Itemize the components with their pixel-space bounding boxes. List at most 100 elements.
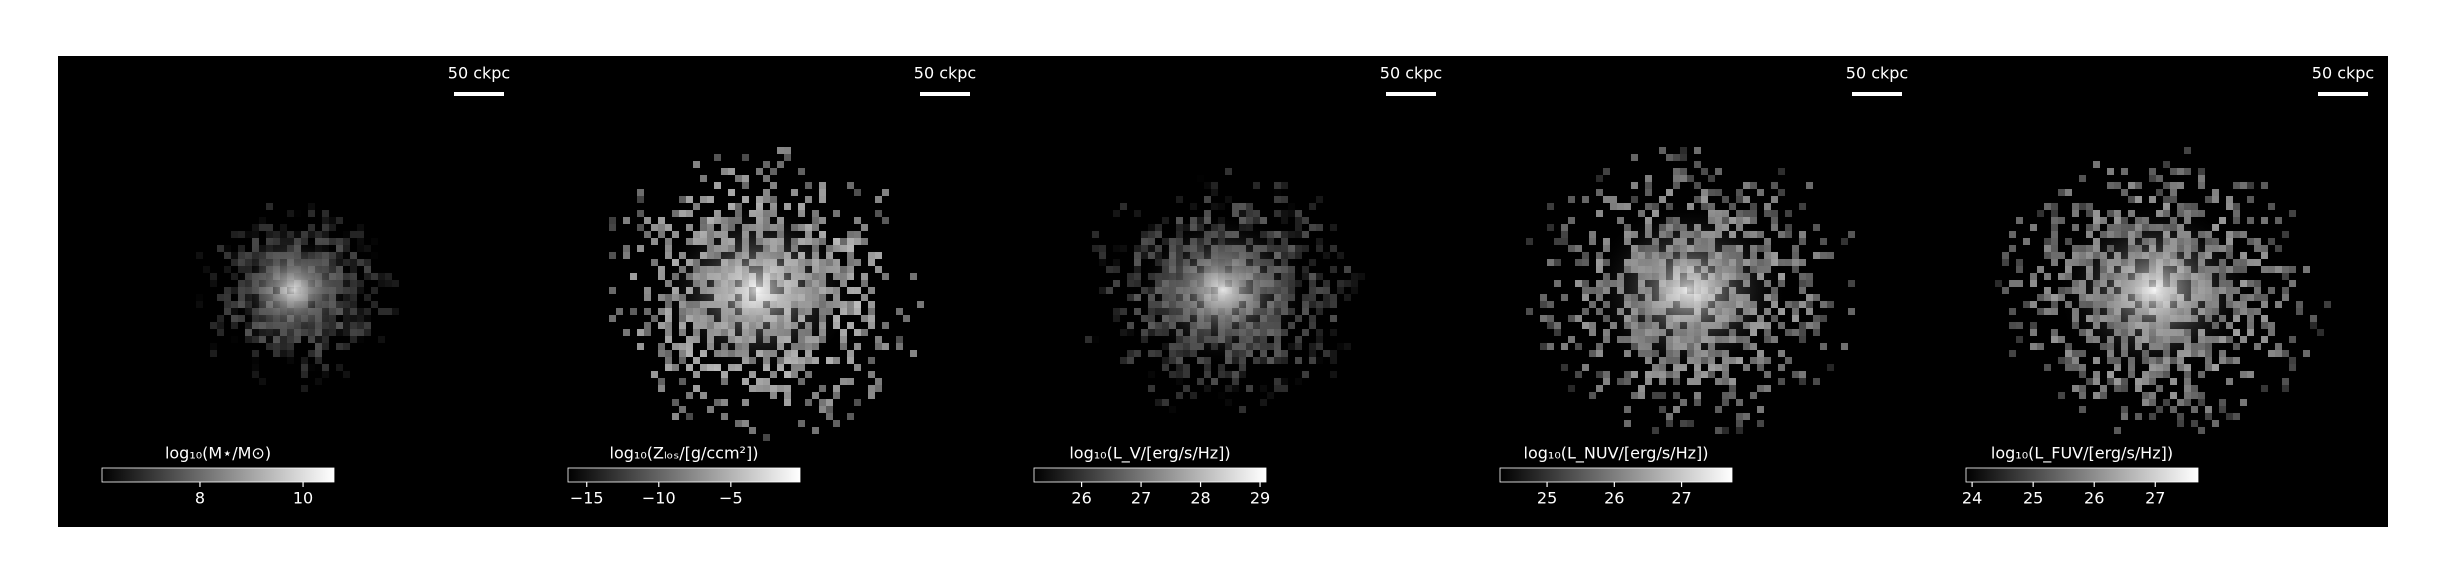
pixel bbox=[392, 266, 399, 273]
pixel bbox=[2149, 399, 2156, 406]
pixel bbox=[343, 217, 350, 224]
pixel bbox=[847, 238, 854, 245]
pixel bbox=[1113, 266, 1120, 273]
pixel bbox=[1162, 217, 1169, 224]
pixel bbox=[2240, 231, 2247, 238]
core-glow bbox=[2056, 202, 2254, 378]
pixel bbox=[1764, 371, 1771, 378]
pixel bbox=[1239, 210, 1246, 217]
pixel bbox=[1680, 399, 1687, 406]
pixel bbox=[1309, 203, 1316, 210]
pixel bbox=[1127, 322, 1134, 329]
pixel bbox=[1785, 329, 1792, 336]
panel: 50 ckpc log₁₀(Zₗₒₛ/[g/ccm²]) −15 −10 −5 bbox=[524, 56, 990, 527]
pixel bbox=[679, 406, 686, 413]
pixel bbox=[651, 224, 658, 231]
pixel bbox=[2184, 168, 2191, 175]
pixel bbox=[868, 287, 875, 294]
pixel bbox=[385, 266, 392, 273]
pixel bbox=[1568, 315, 1575, 322]
pixel bbox=[1526, 308, 1533, 315]
pixel bbox=[1120, 350, 1127, 357]
pixel bbox=[203, 301, 210, 308]
pixel bbox=[1764, 203, 1771, 210]
pixel bbox=[196, 252, 203, 259]
pixel bbox=[707, 406, 714, 413]
pixel bbox=[1316, 336, 1323, 343]
pixel bbox=[1694, 196, 1701, 203]
pixel bbox=[2275, 245, 2282, 252]
pixel bbox=[1358, 273, 1365, 280]
pixel bbox=[385, 308, 392, 315]
pixel bbox=[2086, 210, 2093, 217]
pixel bbox=[322, 224, 329, 231]
pixel bbox=[252, 231, 259, 238]
pixel bbox=[742, 378, 749, 385]
pixel bbox=[1673, 378, 1680, 385]
pixel bbox=[819, 406, 826, 413]
pixel bbox=[308, 231, 315, 238]
pixel bbox=[644, 217, 651, 224]
pixel bbox=[868, 392, 875, 399]
pixel bbox=[2072, 210, 2079, 217]
pixel bbox=[217, 294, 224, 301]
pixel bbox=[1337, 252, 1344, 259]
pixel bbox=[693, 385, 700, 392]
pixel bbox=[1281, 357, 1288, 364]
pixel bbox=[1162, 343, 1169, 350]
pixel bbox=[1281, 231, 1288, 238]
pixel bbox=[763, 196, 770, 203]
pixel bbox=[350, 231, 357, 238]
pixel bbox=[357, 329, 364, 336]
pixel bbox=[2107, 168, 2114, 175]
pixel bbox=[679, 378, 686, 385]
pixel bbox=[1162, 399, 1169, 406]
pixel bbox=[623, 245, 630, 252]
pixel bbox=[1323, 252, 1330, 259]
pixel bbox=[2044, 294, 2051, 301]
pixel bbox=[371, 252, 378, 259]
pixel bbox=[854, 231, 861, 238]
pixel bbox=[2065, 364, 2072, 371]
pixel bbox=[854, 364, 861, 371]
pixel bbox=[721, 378, 728, 385]
pixel bbox=[742, 399, 749, 406]
pixel bbox=[2233, 343, 2240, 350]
pixel bbox=[2191, 203, 2198, 210]
pixel bbox=[259, 336, 266, 343]
pixel bbox=[693, 161, 700, 168]
pixel bbox=[343, 350, 350, 357]
pixel bbox=[1169, 406, 1176, 413]
pixel bbox=[1799, 301, 1806, 308]
pixel bbox=[1617, 203, 1624, 210]
pixel bbox=[1547, 203, 1554, 210]
pixel bbox=[378, 280, 385, 287]
pixel bbox=[1659, 392, 1666, 399]
pixel bbox=[2275, 266, 2282, 273]
pixel bbox=[1316, 308, 1323, 315]
pixel bbox=[1197, 385, 1204, 392]
pixel bbox=[1351, 280, 1358, 287]
pixel bbox=[1603, 371, 1610, 378]
pixel bbox=[1183, 371, 1190, 378]
pixel bbox=[2030, 322, 2037, 329]
pixel bbox=[1099, 287, 1106, 294]
pixel bbox=[2149, 196, 2156, 203]
pixel bbox=[1596, 350, 1603, 357]
pixel bbox=[1113, 315, 1120, 322]
pixel bbox=[1673, 175, 1680, 182]
pixel bbox=[1827, 364, 1834, 371]
pixel bbox=[826, 413, 833, 420]
pixel bbox=[644, 231, 651, 238]
pixel bbox=[1645, 203, 1652, 210]
pixel bbox=[2051, 294, 2058, 301]
pixel bbox=[392, 308, 399, 315]
pixel bbox=[1799, 378, 1806, 385]
pixel bbox=[728, 189, 735, 196]
pixel bbox=[364, 238, 371, 245]
pixel bbox=[637, 245, 644, 252]
pixel bbox=[609, 287, 616, 294]
pixel bbox=[2184, 203, 2191, 210]
pixel bbox=[2044, 287, 2051, 294]
pixel bbox=[1680, 154, 1687, 161]
